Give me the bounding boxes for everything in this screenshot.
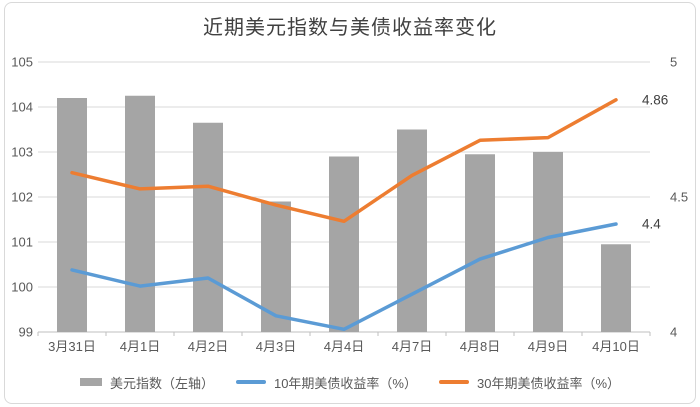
bar-usd-index xyxy=(125,95,155,332)
bar-usd-index xyxy=(397,129,427,332)
right-axis-label: 4.5 xyxy=(670,190,688,205)
right-axis-label: 4 xyxy=(670,325,677,340)
legend-item-usd-index: 美元指数（左轴） xyxy=(79,373,214,392)
left-axis-label: 102 xyxy=(11,190,33,205)
left-axis-label: 101 xyxy=(11,235,33,250)
bar-usd-index xyxy=(465,154,495,332)
x-axis-label: 4月2日 xyxy=(188,339,228,354)
legend-label-usd-index: 美元指数（左轴） xyxy=(109,375,214,391)
legend-label-30y-yield: 30年期美债收益率（%） xyxy=(477,375,621,391)
data-label-10y-end: 4.4 xyxy=(642,217,661,232)
legend-label-10y-yield: 10年期美债收益率（%） xyxy=(273,375,417,391)
right-axis-label: 5 xyxy=(670,55,677,70)
data-label-30y-end: 4.86 xyxy=(642,92,668,107)
bar-usd-index xyxy=(193,122,223,332)
left-axis-label: 105 xyxy=(11,55,33,70)
x-axis-label: 4月7日 xyxy=(392,339,432,354)
chart-title: 近期美元指数与美债收益率变化 xyxy=(203,17,497,39)
orange-line-marker-icon xyxy=(439,380,469,384)
chart-legend: 美元指数（左轴） 10年期美债收益率（%） 30年期美债收益率（%） xyxy=(0,372,700,392)
line-30y-yield xyxy=(70,98,618,224)
bar-usd-index xyxy=(329,156,359,332)
legend-item-30y-yield: 30年期美债收益率（%） xyxy=(439,373,620,392)
bar-usd-index xyxy=(601,244,631,332)
left-axis-label: 100 xyxy=(11,280,33,295)
x-axis-label: 4月1日 xyxy=(120,339,160,354)
x-axis-label: 4月10日 xyxy=(592,339,640,354)
x-axis-label: 4月8日 xyxy=(460,339,500,354)
bar-marker-icon xyxy=(79,378,102,386)
line-10y-yield xyxy=(70,222,618,332)
combo-chart-canvas: 99 100 101 102 103 104 105 4 4.5 5 3月31日 4月1日 4月2日 4月… xyxy=(11,55,688,355)
x-axis-label: 3月31日 xyxy=(48,339,96,354)
bar-usd-index xyxy=(261,201,291,332)
left-axis-label: 103 xyxy=(11,145,33,160)
left-axis-label: 104 xyxy=(11,100,33,115)
x-axis-label: 4月9日 xyxy=(528,339,568,354)
legend-item-10y-yield: 10年期美债收益率（%） xyxy=(235,373,417,392)
x-axis-label: 4月3日 xyxy=(256,339,296,354)
blue-line-marker-icon xyxy=(235,380,266,384)
bar-usd-index xyxy=(57,98,87,332)
left-axis-label: 99 xyxy=(19,325,33,340)
x-axis-label: 4月4日 xyxy=(324,339,364,354)
